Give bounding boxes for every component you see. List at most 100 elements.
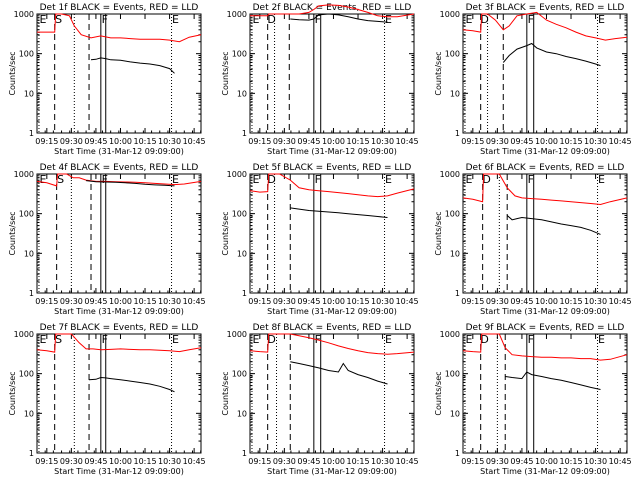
x-tick-label: 10:15 xyxy=(559,297,582,306)
y-tick-label: 1 xyxy=(29,289,34,298)
lld-series-line xyxy=(462,173,628,206)
x-tick-label: 10:30 xyxy=(158,137,181,146)
events-series-line xyxy=(506,215,601,235)
y-tick-label: 1 xyxy=(242,289,247,298)
x-tick-label: 09:15 xyxy=(461,137,484,146)
x-axis-label: Start Time (31-Mar-12 09:09:00) xyxy=(267,147,397,156)
y-tick-label: 10 xyxy=(450,249,460,258)
y-tick-label: 1 xyxy=(242,449,247,458)
x-tick-label: 09:45 xyxy=(84,457,107,466)
y-tick-label: 10 xyxy=(237,249,247,258)
x-tick-label: 10:45 xyxy=(183,457,206,466)
lld-series-line xyxy=(249,333,415,355)
y-tick-label: 100 xyxy=(445,370,460,379)
marker-label: D xyxy=(480,333,488,346)
x-tick-label: 10:00 xyxy=(322,297,345,306)
marker-label: E xyxy=(598,13,605,26)
y-tick-label: 100 xyxy=(232,50,247,59)
x-tick-label: 10:45 xyxy=(396,297,419,306)
plot-frame xyxy=(249,13,415,134)
x-tick-label: 09:45 xyxy=(297,297,320,306)
marker-label: F xyxy=(102,333,108,346)
x-tick-label: 09:45 xyxy=(510,457,533,466)
x-tick-label: 10:15 xyxy=(133,457,156,466)
events-series-line xyxy=(505,371,601,390)
x-tick-label: 10:15 xyxy=(346,297,369,306)
panel-6: Det 6f BLACK = Events, RED = LLD 1 10 100 10… xyxy=(434,163,632,316)
x-tick-label: 09:30 xyxy=(273,297,296,306)
x-tick-label: 10:15 xyxy=(133,137,156,146)
x-tick-label: 10:30 xyxy=(158,457,181,466)
x-tick-label: 09:15 xyxy=(248,137,271,146)
x-tick-label: 10:00 xyxy=(322,457,345,466)
plot-frame xyxy=(36,13,202,134)
panel-title: Det 5f BLACK = Events, RED = LLD xyxy=(253,163,412,173)
x-tick-label: 10:30 xyxy=(158,297,181,306)
events-series-line xyxy=(290,361,388,385)
x-tick-label: 09:30 xyxy=(486,457,509,466)
x-tick-label: 10:00 xyxy=(535,457,558,466)
x-tick-label: 09:15 xyxy=(248,297,271,306)
x-tick-label: 10:00 xyxy=(322,137,345,146)
x-axis-label: Start Time (31-Mar-12 09:09:00) xyxy=(54,467,184,476)
y-axis-label: Counts/sec xyxy=(434,51,443,95)
y-axis-label: Counts/sec xyxy=(434,211,443,255)
marker-label: E xyxy=(252,173,259,186)
y-tick-label: 100 xyxy=(445,210,460,219)
x-tick-label: 10:15 xyxy=(559,137,582,146)
lld-series-line xyxy=(36,173,202,187)
plot-frame xyxy=(36,333,202,454)
panel-8: Det 8f BLACK = Events, RED = LLD 1 10 100 10… xyxy=(221,323,419,476)
x-tick-label: 10:00 xyxy=(109,297,132,306)
x-tick-label: 09:30 xyxy=(486,297,509,306)
x-axis-label: Start Time (31-Mar-12 09:09:00) xyxy=(480,467,610,476)
x-tick-label: 10:45 xyxy=(396,137,419,146)
x-tick-label: 09:30 xyxy=(273,457,296,466)
marker-label: E xyxy=(39,333,46,346)
x-axis-label: Start Time (31-Mar-12 09:09:00) xyxy=(54,307,184,316)
lld-series-line xyxy=(462,333,628,361)
panel-9: Det 9f BLACK = Events, RED = LLD 1 10 100 10… xyxy=(434,323,632,476)
y-tick-label: 1 xyxy=(455,289,460,298)
y-tick-label: 10 xyxy=(24,89,34,98)
lld-series-line xyxy=(250,4,415,18)
y-tick-label: 1000 xyxy=(440,170,460,179)
panel-title: Det 2f BLACK = Events, RED = LLD xyxy=(253,3,412,13)
marker-label: F xyxy=(315,173,321,186)
x-axis-label: Start Time (31-Mar-12 09:09:00) xyxy=(267,307,397,316)
events-series-line xyxy=(90,57,175,74)
events-series-line xyxy=(290,207,388,218)
x-tick-label: 09:30 xyxy=(60,137,83,146)
x-tick-label: 10:15 xyxy=(346,137,369,146)
marker-label: F xyxy=(528,13,534,26)
y-tick-label: 100 xyxy=(445,50,460,59)
plot-frame xyxy=(462,13,628,134)
lld-series-line xyxy=(36,333,202,353)
marker-label: E xyxy=(465,173,472,186)
x-tick-label: 09:45 xyxy=(84,137,107,146)
panel-title: Det 4f BLACK = Events, RED = LLD xyxy=(40,163,199,173)
x-tick-label: 10:30 xyxy=(371,457,394,466)
x-tick-label: 10:30 xyxy=(371,297,394,306)
panel-3: Det 3f BLACK = Events, RED = LLD 1 10 100 10… xyxy=(434,3,632,156)
marker-label: D xyxy=(267,173,275,186)
marker-label: E xyxy=(172,333,179,346)
marker-label: D xyxy=(482,173,490,186)
marker-label: E xyxy=(39,13,46,26)
panel-title: Det 9f BLACK = Events, RED = LLD xyxy=(466,323,625,333)
events-series-line xyxy=(290,13,388,23)
panel-5: Det 5f BLACK = Events, RED = LLD 1 10 100 10… xyxy=(221,163,419,316)
marker-label: E xyxy=(385,173,392,186)
panel-title: Det 3f BLACK = Events, RED = LLD xyxy=(466,3,625,13)
y-tick-label: 1 xyxy=(29,129,34,138)
events-series-line xyxy=(502,42,601,67)
x-tick-label: 09:15 xyxy=(35,457,58,466)
plot-frame xyxy=(462,333,628,454)
y-tick-label: 100 xyxy=(232,370,247,379)
marker-label: S xyxy=(55,333,62,346)
x-tick-label: 09:15 xyxy=(35,137,58,146)
y-tick-label: 100 xyxy=(19,210,34,219)
x-tick-label: 10:45 xyxy=(609,457,632,466)
x-tick-label: 10:45 xyxy=(609,137,632,146)
